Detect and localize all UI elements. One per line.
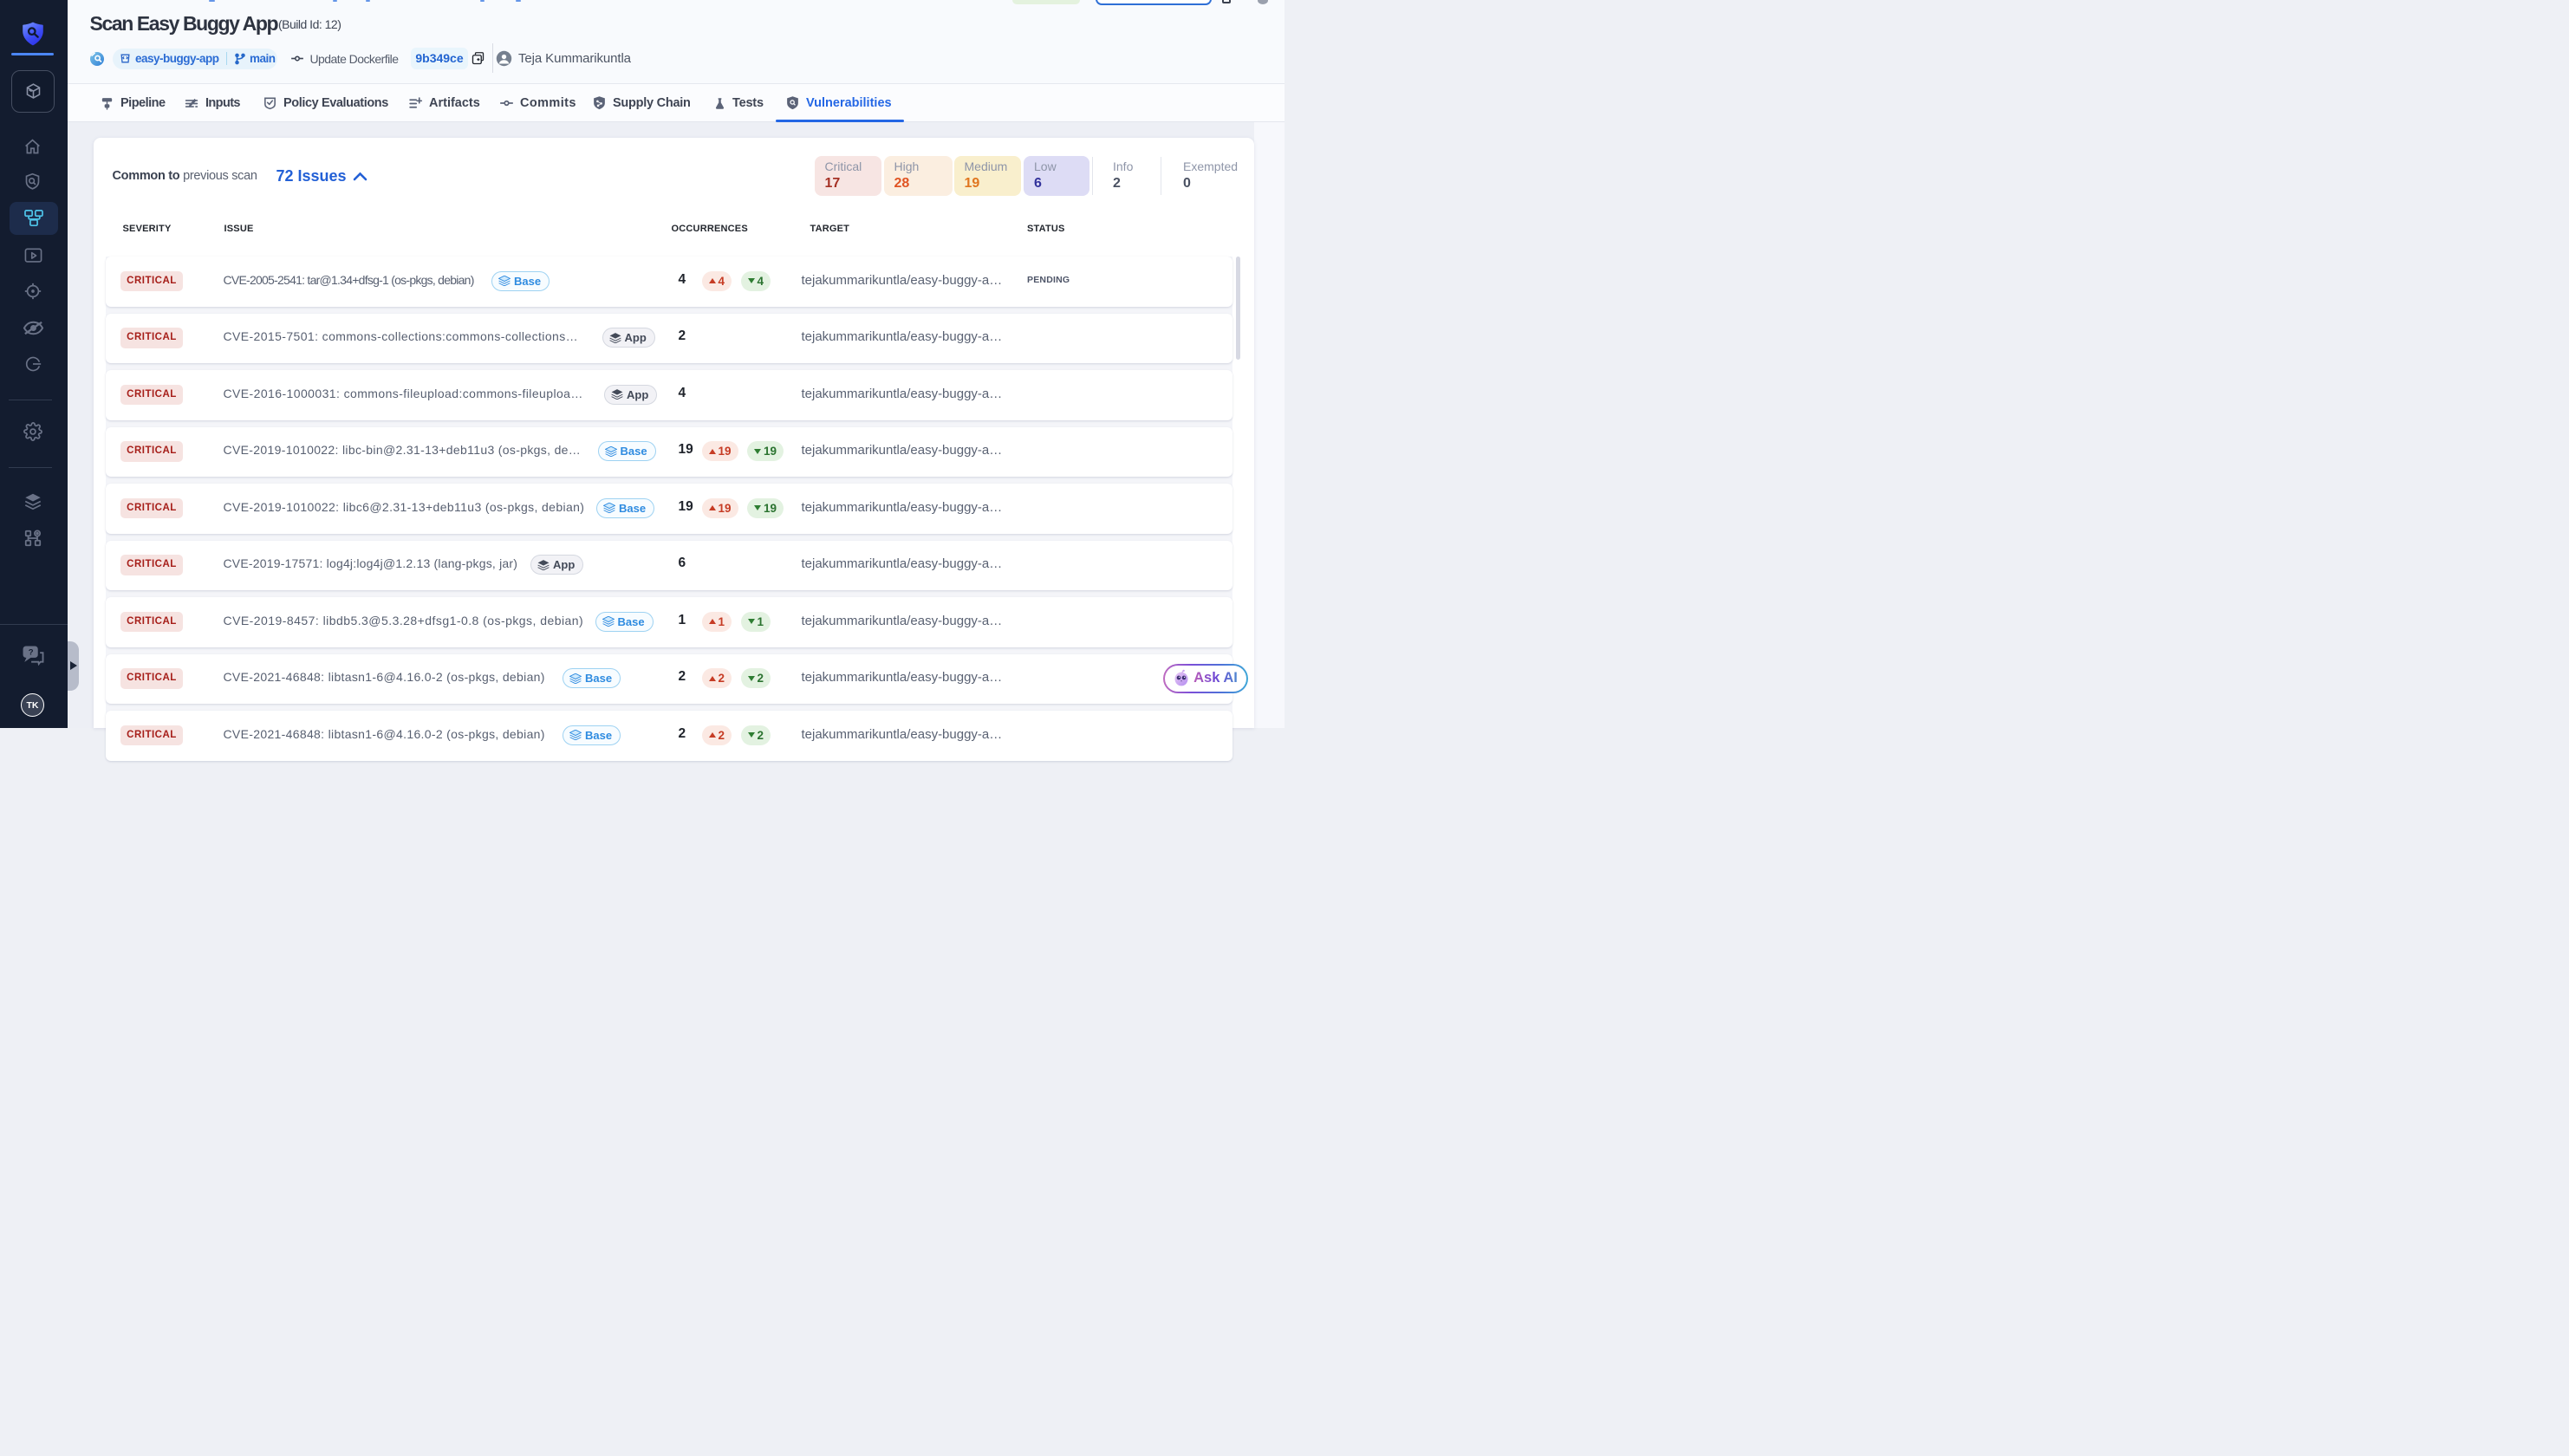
svg-text:?: ? [29,648,34,658]
